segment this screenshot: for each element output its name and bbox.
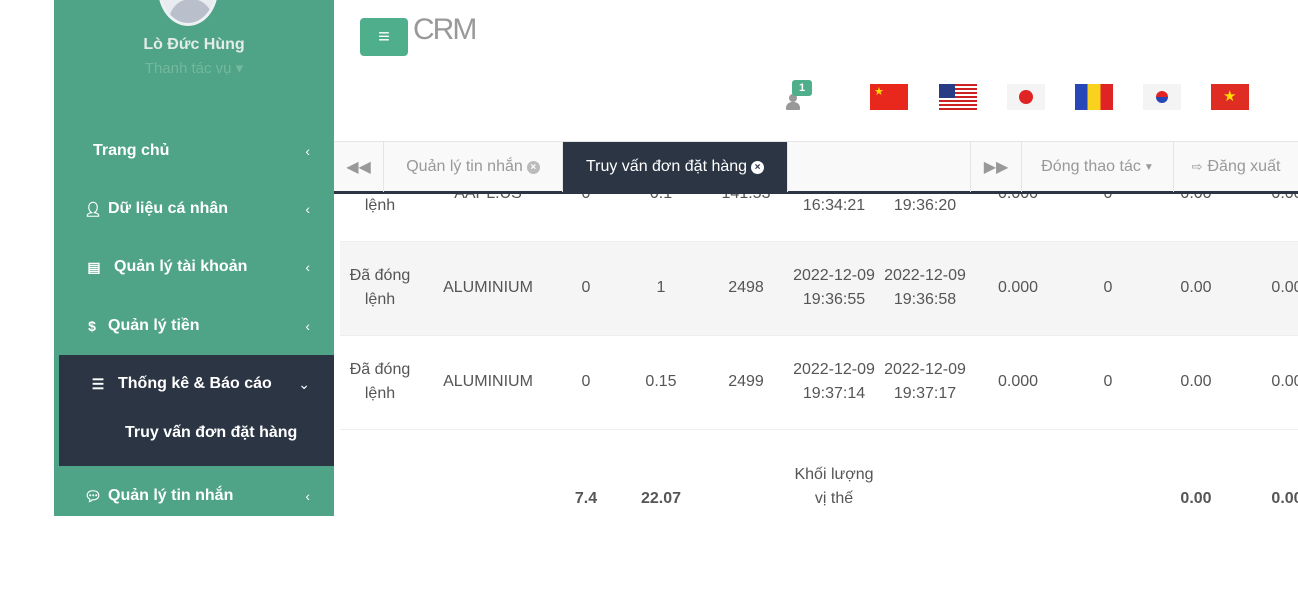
footer-cell [882, 429, 968, 515]
label: Đăng xuất [1207, 158, 1281, 175]
table-cell: 0 [1068, 241, 1148, 336]
forward-icon: ▶▶ [983, 159, 1009, 176]
table-row: Đã đóng lệnh ALUMINIUM 0 0.15 2499 2022-12-09… [340, 335, 1298, 430]
label: Thống kê & Báo cáo [118, 375, 272, 392]
footer-cell [968, 429, 1068, 515]
footer-cell [706, 429, 786, 515]
label: Quản lý tài khoản [114, 258, 248, 275]
user-name: Lò Đức Hùng [143, 36, 245, 53]
table-cell: 2022-12-09 19:37:17 [882, 335, 968, 430]
table-cell: 0 [556, 241, 616, 336]
chevron-left-icon: ‹ [305, 318, 310, 334]
table-cell: 2022-12-09 19:37:14 [786, 335, 882, 430]
label: Đóng thao tác [1041, 158, 1141, 175]
close-icon[interactable]: × [751, 160, 765, 174]
flag-usa-icon[interactable] [939, 84, 977, 110]
task-bar-dropdown[interactable]: Thanh tác vụ ▾ [144, 60, 244, 77]
sidebar-item-messages[interactable]: 💬︎ Quản lý tin nhắn ‹ [54, 467, 334, 525]
user-icon: 👤︎ [84, 200, 102, 217]
notification-badge: 1 [792, 80, 812, 96]
sidebar-item-reports[interactable]: ☰ Thống kê & Báo cáo ⌄ [54, 355, 334, 413]
table-cell: 2499 [706, 335, 786, 430]
table-cell: 0.00 [1244, 335, 1298, 430]
sidebar-subitem-order-query[interactable]: Truy vấn đơn đặt hàng [125, 424, 298, 441]
app-title: CRM [413, 13, 477, 46]
sidebar-item-home[interactable]: Trang chủ ‹ [54, 122, 334, 180]
scroll-right-button[interactable]: ▶▶ [970, 142, 1022, 192]
sidebar-item-money[interactable]: $ Quản lý tiền ‹ [54, 297, 334, 355]
active-menu-section [59, 355, 334, 466]
table-cell: 0.00 [1244, 241, 1298, 336]
flag-andorra-icon[interactable] [1075, 84, 1113, 110]
table-row: Đã đóng lệnh ALUMINIUM 0 1 2498 2022-12-09 19… [340, 241, 1298, 336]
flag-china-icon[interactable]: ★ [870, 84, 908, 110]
table-cell: 0 [1068, 335, 1148, 430]
table-cell: ALUMINIUM [420, 241, 556, 336]
table-cell: 0.000 [968, 335, 1068, 430]
chevron-down-icon: ⌄ [298, 375, 310, 392]
tab-order-query[interactable]: Truy vấn đơn đặt hàng × [563, 142, 788, 192]
table-cell: 2022-12-09 19:36:55 [786, 241, 882, 336]
label: Quản lý tin nhắn [108, 487, 234, 504]
footer-cell: 22.07 [640, 490, 682, 507]
table-cell: 0.00 [1148, 241, 1244, 336]
scroll-left-button[interactable]: ◀◀ [334, 142, 384, 192]
chevron-left-icon: ‹ [305, 201, 310, 217]
backward-icon: ◀◀ [346, 159, 371, 176]
avatar [158, 0, 218, 26]
table-cell: 2022-12-09 19:36:58 [882, 241, 968, 336]
table-cell: 0.15 [616, 335, 706, 430]
label: Quản lý tiền [108, 317, 200, 334]
flag-vietnam-icon[interactable]: ★ [1211, 84, 1249, 110]
menu-toggle-button[interactable]: ≡ [360, 18, 408, 56]
chevron-left-icon: ‹ [305, 143, 310, 159]
user-icon[interactable] [786, 94, 800, 110]
chevron-left-icon: ‹ [305, 259, 310, 275]
id-card-icon: ▤ [87, 258, 101, 275]
flag-korea-icon[interactable] [1143, 84, 1181, 110]
tab-bar: ◀◀ Quản lý tin nhắn × Truy vấn đơn đặt hà… [334, 141, 1298, 194]
orders-table: Đã đóng lệnhAAPL.US00.1141.532022-12-09 … [340, 147, 1298, 515]
table-footer-row: 7.4 22.07 Khối lượng vị thế 0.00 0.00 [340, 429, 1298, 515]
table-cell: 0.00 [1148, 335, 1244, 430]
sign-out-icon: ⇨ [1191, 159, 1203, 174]
flag-japan-icon[interactable] [1007, 84, 1045, 110]
table-cell: Đã đóng lệnh [340, 241, 420, 336]
footer-cell: Khối lượng vị thế [794, 466, 874, 507]
label: Trang chủ [93, 142, 170, 159]
logout-button[interactable]: ⇨ Đăng xuất [1174, 142, 1298, 192]
sidebar-item-personal-data[interactable]: 👤︎ Dữ liệu cá nhân ‹ [54, 180, 334, 238]
chevron-left-icon: ‹ [305, 488, 310, 504]
label: Dữ liệu cá nhân [108, 200, 229, 217]
footer-cell [340, 429, 420, 515]
footer-cell: 7.4 [574, 490, 598, 507]
footer-cell [420, 429, 556, 515]
close-operations-dropdown[interactable]: Đóng thao tác ▼ [1022, 142, 1174, 192]
sidebar-item-account[interactable]: ▤ Quản lý tài khoản ‹ [54, 238, 334, 296]
comment-icon: 💬︎ [84, 487, 102, 504]
footer-cell [1068, 429, 1148, 515]
dollar-icon: $ [88, 318, 96, 334]
tab-label: Truy vấn đơn đặt hàng [585, 158, 748, 175]
list-icon: ☰ [91, 375, 105, 392]
caret-down-icon: ▼ [1143, 161, 1154, 173]
table-cell: 0.000 [968, 241, 1068, 336]
table-cell: ALUMINIUM [420, 335, 556, 430]
footer-cell: 0.00 [1271, 490, 1298, 507]
footer-cell: 0.00 [1180, 490, 1212, 507]
tab-messages[interactable]: Quản lý tin nhắn × [384, 142, 563, 192]
tab-label: Quản lý tin nhắn [406, 158, 523, 175]
table-cell: Đã đóng lệnh [340, 335, 420, 430]
table-cell: 0 [556, 335, 616, 430]
table-cell: 1 [616, 241, 706, 336]
table-cell: 2498 [706, 241, 786, 336]
sidebar: Lò Đức Hùng Thanh tác vụ ▾ Trang chủ ‹ 👤︎… [54, 0, 334, 516]
close-icon[interactable]: × [526, 160, 540, 174]
